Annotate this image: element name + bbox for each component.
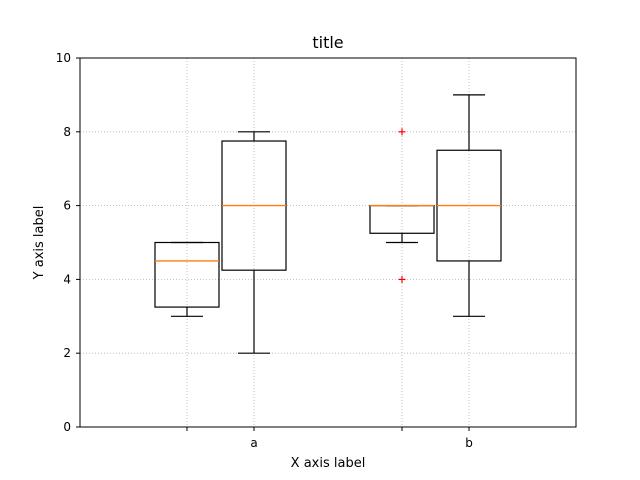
y-axis-label: Y axis label: [32, 206, 47, 281]
axis-ticks: 0 2 4 6 8 10 a b: [56, 51, 473, 450]
iqr-box: [154, 241, 220, 308]
x-tick-label-b: b: [465, 436, 473, 450]
chart-title: title: [312, 33, 343, 52]
x-axis-label: X axis label: [291, 456, 366, 471]
outlier-marker: [398, 275, 406, 283]
box-a-2: [221, 131, 287, 354]
plot-area: [80, 58, 576, 427]
y-tick-label: 4: [63, 272, 71, 286]
boxes: [154, 94, 502, 354]
y-tick-label: 10: [56, 51, 71, 65]
y-tick-label: 6: [63, 199, 71, 213]
box-b-2: [436, 94, 502, 317]
y-tick-label: 8: [63, 125, 71, 139]
y-tick-label: 2: [63, 346, 71, 360]
box-a-1: [154, 241, 220, 317]
outlier-marker: [398, 128, 406, 136]
x-tick-label-a: a: [250, 436, 257, 450]
plot-frame: [79, 57, 577, 428]
box-b-1: [369, 128, 435, 283]
y-tick-label: 0: [63, 420, 71, 434]
